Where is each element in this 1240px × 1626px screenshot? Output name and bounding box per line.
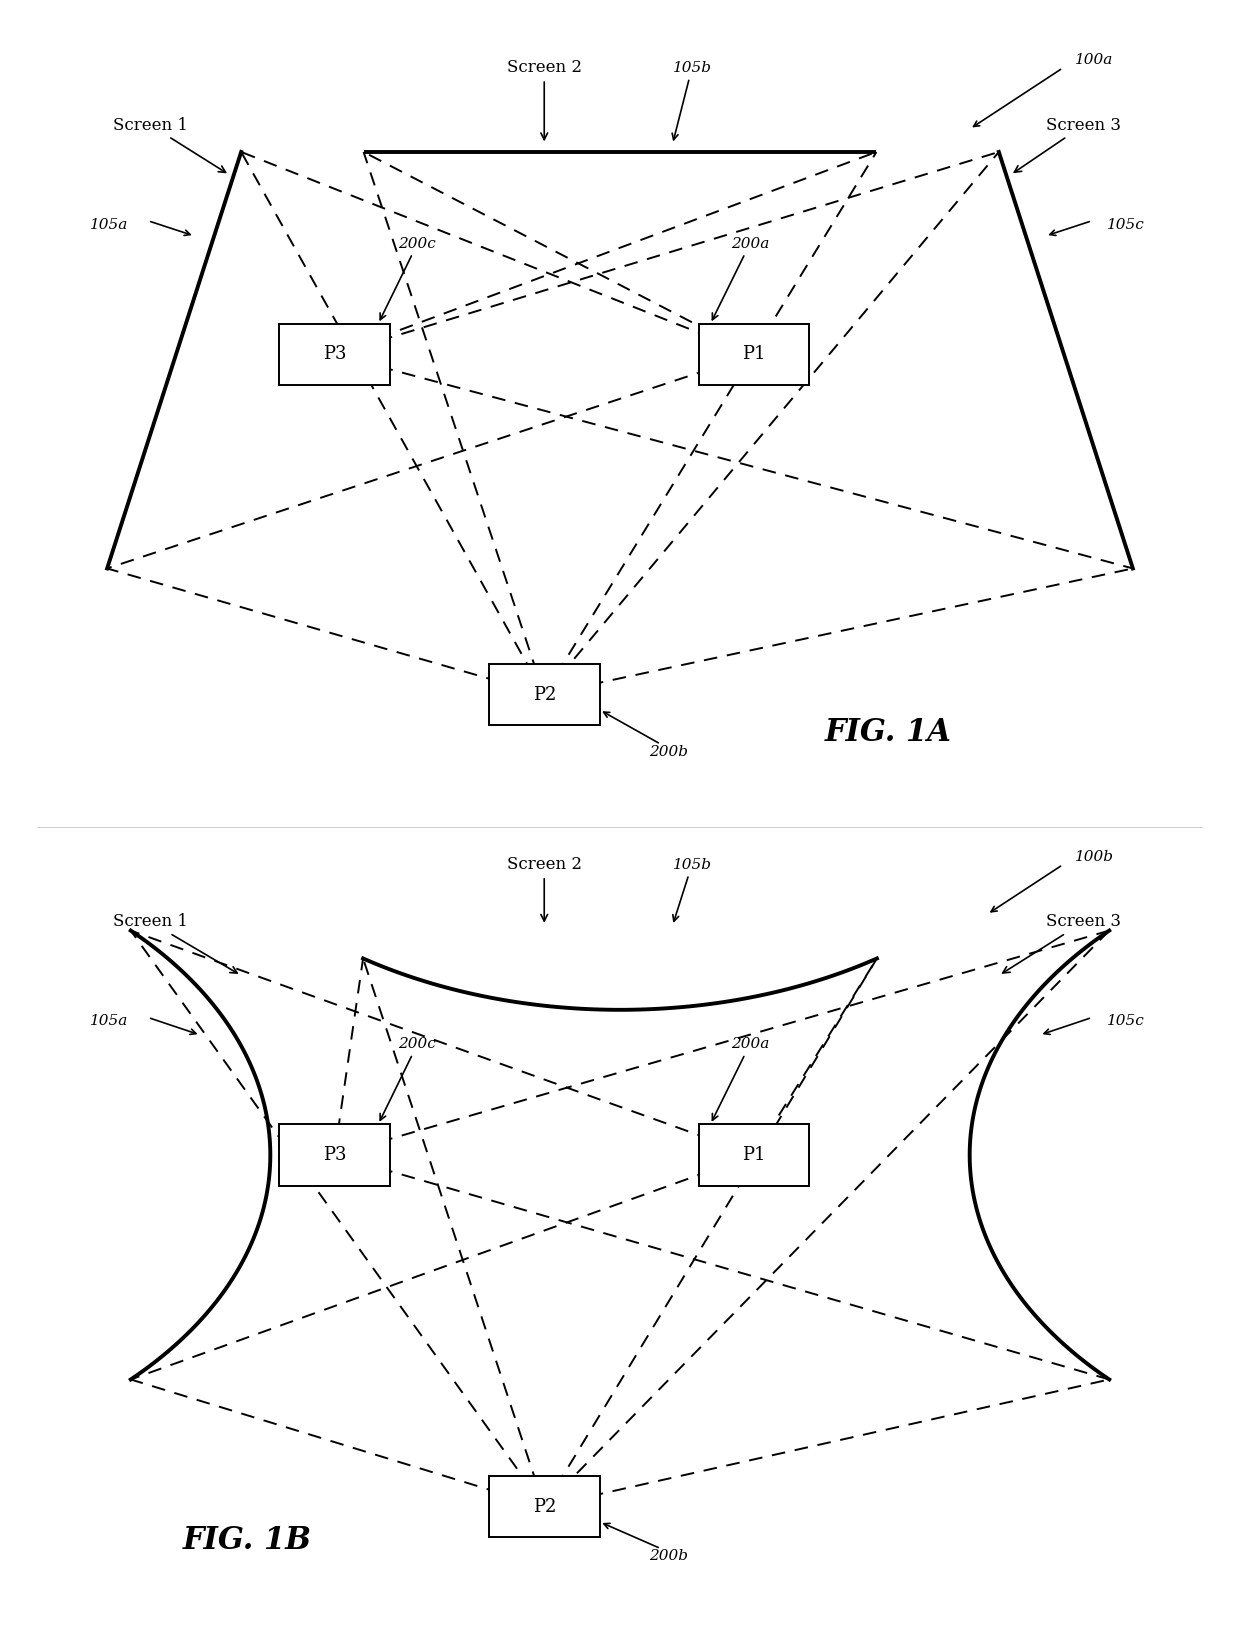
Text: P1: P1: [743, 345, 766, 364]
Text: P1: P1: [743, 1146, 766, 1164]
Text: 200c: 200c: [381, 237, 436, 320]
Text: 200b: 200b: [650, 1550, 688, 1563]
Text: Screen 1: Screen 1: [113, 914, 237, 972]
Bar: [279, 324, 389, 385]
Text: P3: P3: [322, 1146, 346, 1164]
Text: 105a: 105a: [89, 218, 128, 231]
Text: FIG. 1B: FIG. 1B: [182, 1525, 311, 1556]
Text: 100a: 100a: [1075, 54, 1114, 67]
Text: 200b: 200b: [650, 745, 688, 759]
Bar: [489, 1476, 600, 1537]
Text: Screen 1: Screen 1: [113, 117, 226, 172]
Bar: [489, 663, 600, 725]
Bar: [698, 1125, 810, 1185]
Text: FIG. 1A: FIG. 1A: [825, 717, 951, 748]
Text: 100b: 100b: [1075, 850, 1114, 863]
Text: Screen 3: Screen 3: [1003, 914, 1121, 972]
Text: 200c: 200c: [381, 1037, 436, 1120]
Text: P2: P2: [532, 1498, 556, 1515]
Bar: [279, 1125, 389, 1185]
Text: 105b: 105b: [672, 857, 712, 922]
Text: P3: P3: [322, 345, 346, 364]
Text: Screen 3: Screen 3: [1014, 117, 1121, 172]
Text: 105c: 105c: [1107, 218, 1145, 231]
Bar: [698, 324, 810, 385]
Text: 105c: 105c: [1107, 1015, 1145, 1028]
Text: 200a: 200a: [712, 237, 769, 320]
Text: 105b: 105b: [672, 60, 712, 140]
Text: Screen 2: Screen 2: [507, 60, 582, 140]
Text: P2: P2: [532, 686, 556, 704]
Text: 200a: 200a: [712, 1037, 769, 1120]
Text: 105a: 105a: [89, 1015, 128, 1028]
Text: Screen 2: Screen 2: [507, 857, 582, 920]
